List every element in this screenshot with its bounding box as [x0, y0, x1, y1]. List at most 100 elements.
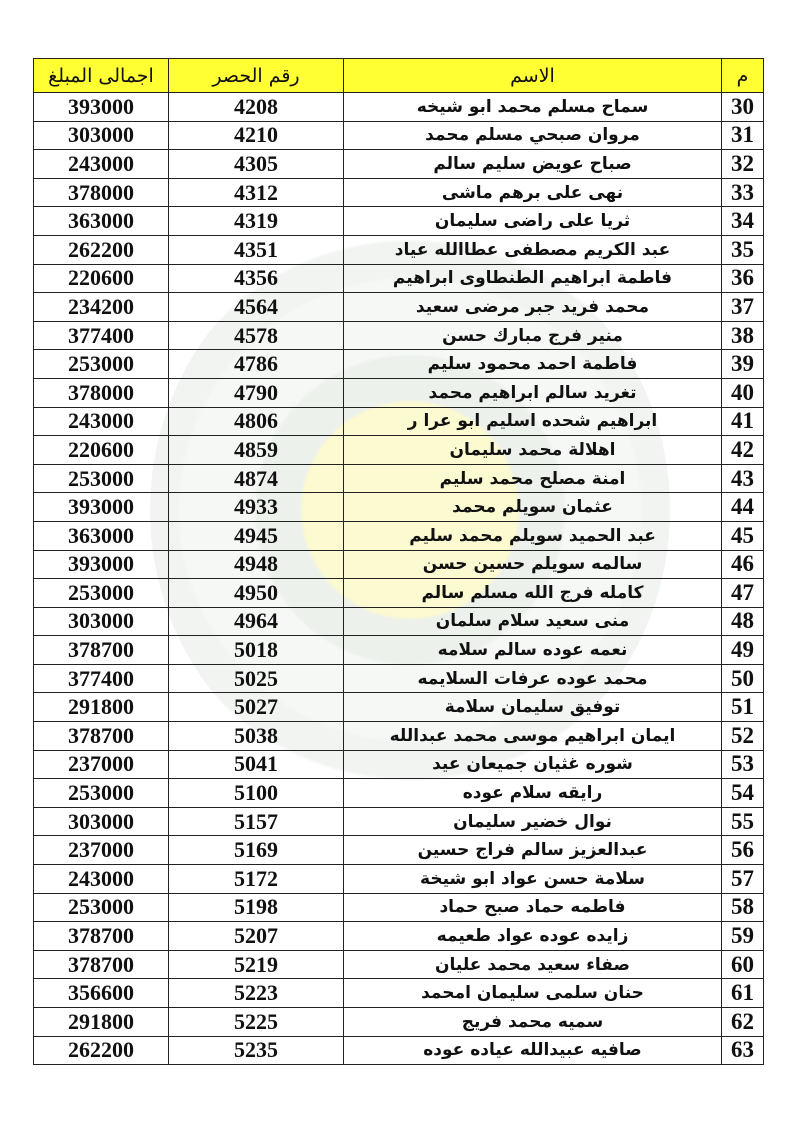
amount-cell: 377400 — [33, 320, 169, 351]
table-row: 61 حنان سلمى سليمان امحمد 5223 356600 — [33, 978, 764, 1008]
table-row: 58 فاطمه حماد صبح حماد 5198 253000 — [33, 892, 764, 923]
number-cell: 4319 — [168, 206, 344, 236]
table-row: 35 عبد الكريم مصطفى عطاالله عياد 4351 26220… — [33, 234, 764, 265]
number-cell: 4312 — [168, 177, 344, 208]
name-cell: ابراهيم شحده اسليم ابو عرا ر — [343, 406, 722, 437]
table-row: 53 شوره غثيان جميعان عيد 5041 237000 — [33, 749, 764, 780]
table-row: 63 صافيه عبيدالله عياده عوده 5235 262200 — [33, 1035, 764, 1066]
row-index: 45 — [721, 520, 764, 551]
number-cell: 4305 — [168, 149, 344, 179]
row-index: 33 — [721, 177, 764, 208]
number-cell: 4950 — [168, 578, 344, 608]
amount-cell: 253000 — [33, 463, 169, 494]
name-cell: سلامة حسن عواد ابو شيخة — [343, 864, 722, 894]
row-index: 53 — [721, 749, 764, 780]
amount-cell: 303000 — [33, 120, 169, 151]
number-cell: 5219 — [168, 949, 344, 980]
table-header-row: م الاسم رقم الحصر اجمالى المبلغ — [33, 58, 764, 93]
table-row: 33 نهى على برهم ماشى 4312 378000 — [33, 177, 764, 208]
number-cell: 5223 — [168, 978, 344, 1008]
amount-cell: 356600 — [33, 978, 169, 1008]
amount-cell: 378700 — [33, 635, 169, 665]
name-cell: امنة مصلح محمد سليم — [343, 463, 722, 494]
amount-cell: 243000 — [33, 864, 169, 894]
table-row: 57 سلامة حسن عواد ابو شيخة 5172 243000 — [33, 864, 764, 894]
row-index: 42 — [721, 435, 764, 465]
table-row: 41 ابراهيم شحده اسليم ابو عرا ر 4806 243000 — [33, 406, 764, 437]
name-cell: توفيق سليمان سلامة — [343, 692, 722, 723]
table-row: 48 منى سعيد سلام سلمان 4964 303000 — [33, 606, 764, 637]
row-index: 58 — [721, 892, 764, 923]
row-index: 59 — [721, 921, 764, 951]
row-index: 41 — [721, 406, 764, 437]
name-cell: رايقه سلام عوده — [343, 778, 722, 808]
table-row: 62 سميه محمد فريج 5225 291800 — [33, 1007, 764, 1037]
table-row: 54 رايقه سلام عوده 5100 253000 — [33, 778, 764, 808]
number-cell: 4945 — [168, 520, 344, 551]
row-index: 62 — [721, 1007, 764, 1037]
row-index: 52 — [721, 721, 764, 751]
number-cell: 4351 — [168, 234, 344, 265]
number-cell: 5027 — [168, 692, 344, 723]
name-cell: عبدالعزيز سالم فراج حسين — [343, 835, 722, 866]
amount-cell: 377400 — [33, 663, 169, 694]
name-cell: محمد فريد جبر مرضى سعيد — [343, 292, 722, 322]
number-cell: 5198 — [168, 892, 344, 923]
row-index: 55 — [721, 806, 764, 837]
row-index: 61 — [721, 978, 764, 1008]
amount-cell: 393000 — [33, 492, 169, 522]
name-cell: اهلالة محمد سليمان — [343, 435, 722, 465]
amount-cell: 220600 — [33, 435, 169, 465]
number-cell: 4356 — [168, 263, 344, 294]
name-cell: عبد الحميد سويلم محمد سليم — [343, 520, 722, 551]
table-row: 34 ثريا على راضى سليمان 4319 363000 — [33, 206, 764, 236]
name-cell: محمد عوده عرفات السلايمه — [343, 663, 722, 694]
name-cell: نعمه عوده سالم سلامه — [343, 635, 722, 665]
table-row: 50 محمد عوده عرفات السلايمه 5025 377400 — [33, 663, 764, 694]
amount-cell: 363000 — [33, 520, 169, 551]
amount-cell: 253000 — [33, 778, 169, 808]
amount-cell: 234200 — [33, 292, 169, 322]
name-cell: فاطمه حماد صبح حماد — [343, 892, 722, 923]
number-cell: 5100 — [168, 778, 344, 808]
amount-cell: 243000 — [33, 149, 169, 179]
name-cell: عثمان سويلم محمد — [343, 492, 722, 522]
table-row: 31 مروان صبحي مسلم محمد 4210 303000 — [33, 120, 764, 151]
name-cell: سماح مسلم محمد ابو شيخه — [343, 92, 722, 122]
name-cell: حنان سلمى سليمان امحمد — [343, 978, 722, 1008]
table-row: 60 صفاء سعيد محمد عليان 5219 378700 — [33, 949, 764, 980]
row-index: 39 — [721, 349, 764, 379]
header-amount: اجمالى المبلغ — [33, 58, 169, 93]
number-cell: 4874 — [168, 463, 344, 494]
number-cell: 4564 — [168, 292, 344, 322]
number-cell: 5025 — [168, 663, 344, 694]
number-cell: 4948 — [168, 549, 344, 580]
number-cell: 4208 — [168, 92, 344, 122]
table-row: 32 صباح عويض سليم سالم 4305 243000 — [33, 149, 764, 179]
row-index: 56 — [721, 835, 764, 866]
name-cell: سالمه سويلم حسين حسن — [343, 549, 722, 580]
amount-cell: 378700 — [33, 921, 169, 951]
amount-cell: 393000 — [33, 549, 169, 580]
number-cell: 4578 — [168, 320, 344, 351]
number-cell: 4806 — [168, 406, 344, 437]
header-number: رقم الحصر — [168, 58, 344, 93]
table-row: 49 نعمه عوده سالم سلامه 5018 378700 — [33, 635, 764, 665]
amount-cell: 253000 — [33, 578, 169, 608]
amount-cell: 303000 — [33, 606, 169, 637]
amount-cell: 378700 — [33, 721, 169, 751]
number-cell: 5235 — [168, 1035, 344, 1066]
row-index: 38 — [721, 320, 764, 351]
amount-cell: 262200 — [33, 234, 169, 265]
table-row: 43 امنة مصلح محمد سليم 4874 253000 — [33, 463, 764, 494]
name-cell: فاطمة احمد محمود سليم — [343, 349, 722, 379]
amount-cell: 363000 — [33, 206, 169, 236]
table-row: 30 سماح مسلم محمد ابو شيخه 4208 393000 — [33, 92, 764, 122]
table-row: 45 عبد الحميد سويلم محمد سليم 4945 363000 — [33, 520, 764, 551]
number-cell: 4790 — [168, 377, 344, 408]
row-index: 47 — [721, 578, 764, 608]
table-row: 56 عبدالعزيز سالم فراج حسين 5169 237000 — [33, 835, 764, 866]
number-cell: 4933 — [168, 492, 344, 522]
number-cell: 5038 — [168, 721, 344, 751]
row-index: 40 — [721, 377, 764, 408]
